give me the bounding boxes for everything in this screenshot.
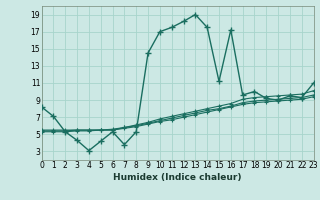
X-axis label: Humidex (Indice chaleur): Humidex (Indice chaleur): [113, 173, 242, 182]
